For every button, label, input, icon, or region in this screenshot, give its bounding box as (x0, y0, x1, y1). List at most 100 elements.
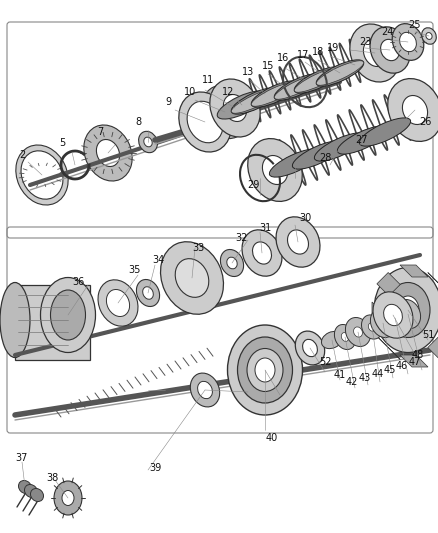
Ellipse shape (84, 125, 132, 181)
Polygon shape (376, 272, 399, 296)
Ellipse shape (274, 75, 321, 99)
Polygon shape (427, 336, 438, 359)
Text: 2: 2 (19, 150, 25, 160)
Ellipse shape (359, 118, 410, 146)
Ellipse shape (353, 327, 362, 337)
Ellipse shape (295, 331, 324, 365)
Text: 27: 27 (355, 135, 367, 145)
Text: 37: 37 (16, 453, 28, 463)
Ellipse shape (336, 126, 388, 154)
Ellipse shape (373, 268, 438, 352)
Ellipse shape (197, 381, 212, 399)
Polygon shape (376, 336, 399, 359)
Ellipse shape (269, 149, 320, 177)
Ellipse shape (316, 61, 363, 85)
Ellipse shape (0, 282, 30, 358)
Ellipse shape (390, 314, 398, 322)
Ellipse shape (136, 279, 159, 306)
Ellipse shape (363, 39, 386, 67)
Text: 48: 48 (411, 350, 423, 360)
Ellipse shape (231, 88, 278, 114)
Ellipse shape (340, 333, 348, 341)
Ellipse shape (209, 79, 260, 137)
Text: 28: 28 (318, 153, 330, 163)
Polygon shape (399, 265, 427, 277)
Ellipse shape (62, 490, 74, 505)
Ellipse shape (227, 325, 302, 415)
Ellipse shape (387, 78, 438, 141)
Text: 51: 51 (421, 330, 433, 340)
Ellipse shape (385, 282, 429, 337)
Ellipse shape (16, 145, 68, 205)
Ellipse shape (345, 318, 370, 346)
Ellipse shape (334, 325, 355, 350)
Ellipse shape (274, 74, 321, 100)
Ellipse shape (252, 242, 271, 264)
Ellipse shape (54, 481, 82, 515)
Ellipse shape (321, 332, 342, 349)
Ellipse shape (360, 315, 381, 339)
Text: 18: 18 (311, 47, 323, 57)
Ellipse shape (293, 68, 341, 92)
Text: 47: 47 (408, 357, 420, 367)
Ellipse shape (403, 309, 411, 319)
Ellipse shape (25, 484, 37, 497)
Ellipse shape (201, 85, 247, 139)
Ellipse shape (378, 318, 386, 328)
Ellipse shape (144, 137, 152, 147)
Ellipse shape (315, 60, 363, 86)
Text: 33: 33 (191, 243, 204, 253)
Polygon shape (371, 302, 383, 330)
Ellipse shape (247, 349, 283, 392)
Ellipse shape (369, 27, 409, 73)
Text: 19: 19 (326, 43, 338, 53)
Text: 13: 13 (241, 67, 254, 77)
Text: 45: 45 (383, 365, 395, 375)
Text: 41: 41 (333, 370, 345, 380)
Ellipse shape (349, 24, 399, 82)
Ellipse shape (106, 289, 129, 317)
Ellipse shape (175, 259, 208, 297)
Text: 26: 26 (418, 117, 430, 127)
Text: 43: 43 (358, 373, 370, 383)
Text: 36: 36 (72, 277, 84, 287)
Text: 30: 30 (298, 213, 311, 223)
Ellipse shape (287, 230, 308, 254)
Ellipse shape (395, 300, 420, 328)
Ellipse shape (391, 23, 423, 60)
Ellipse shape (241, 230, 281, 276)
Text: 44: 44 (371, 369, 383, 379)
Text: 34: 34 (152, 255, 164, 265)
Text: 5: 5 (59, 138, 65, 148)
Ellipse shape (142, 287, 153, 299)
Polygon shape (399, 355, 427, 367)
Text: 24: 24 (380, 27, 392, 37)
Text: 8: 8 (134, 117, 141, 127)
Text: 17: 17 (296, 50, 308, 60)
Ellipse shape (220, 249, 243, 277)
Ellipse shape (190, 373, 219, 407)
Text: 39: 39 (148, 463, 161, 473)
Ellipse shape (30, 488, 43, 502)
Ellipse shape (396, 296, 418, 324)
Text: 12: 12 (221, 87, 233, 97)
Ellipse shape (214, 100, 235, 124)
Text: 29: 29 (246, 180, 258, 190)
Ellipse shape (254, 358, 274, 382)
Text: 32: 32 (235, 233, 247, 243)
Ellipse shape (251, 81, 298, 107)
Ellipse shape (138, 131, 157, 152)
Ellipse shape (367, 323, 375, 331)
Text: 16: 16 (276, 53, 289, 63)
Ellipse shape (314, 133, 365, 161)
Ellipse shape (18, 480, 32, 494)
Ellipse shape (384, 306, 405, 330)
Ellipse shape (302, 340, 317, 357)
Ellipse shape (50, 290, 85, 340)
Ellipse shape (223, 94, 246, 122)
Ellipse shape (178, 92, 231, 152)
Ellipse shape (21, 151, 63, 199)
Text: 9: 9 (165, 97, 171, 107)
Ellipse shape (237, 337, 292, 403)
Ellipse shape (96, 140, 119, 166)
